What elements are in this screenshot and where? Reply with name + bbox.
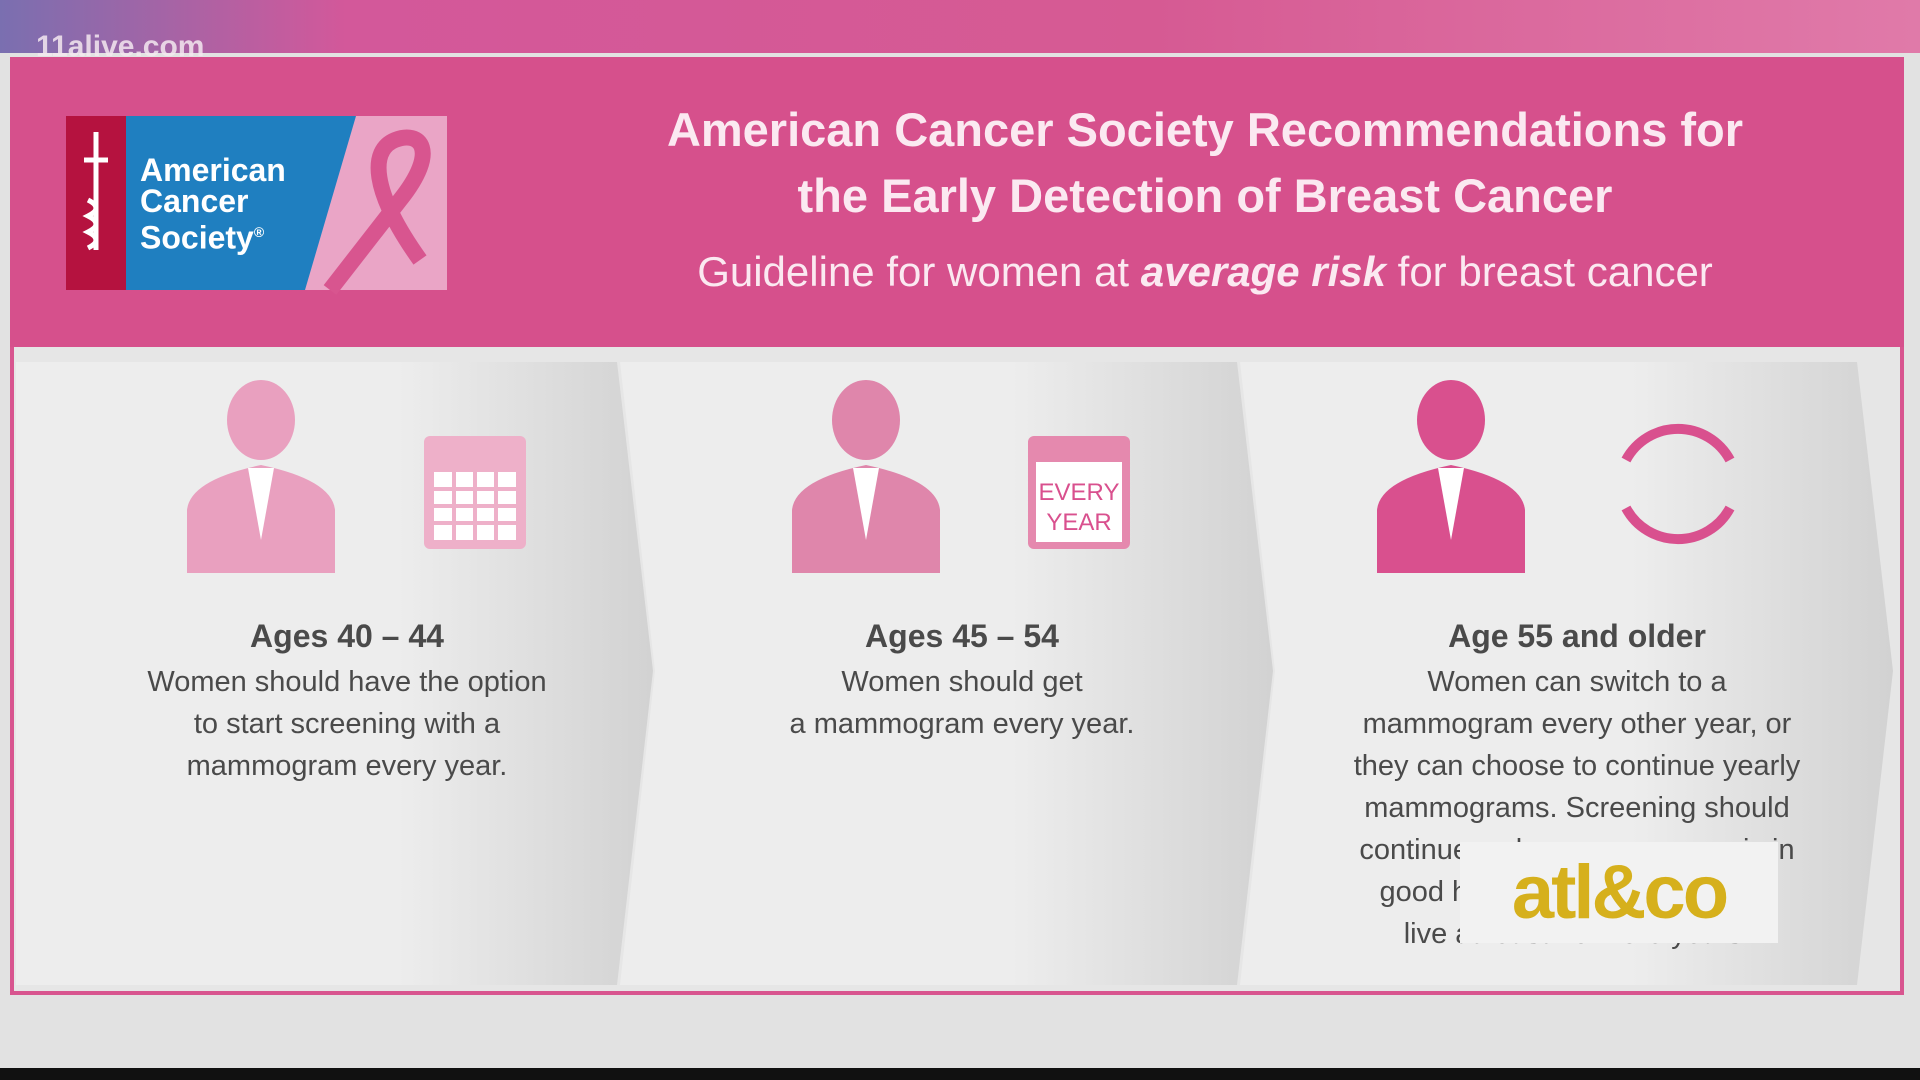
calendar-label: EVERY YEAR (1036, 478, 1122, 538)
calendar-label-line: YEAR (1046, 509, 1112, 536)
title-line: the Early Detection of Breast Cancer (797, 169, 1613, 222)
subtitle: Guideline for women at average risk for … (560, 248, 1850, 296)
logo-line: Society® (140, 217, 286, 254)
column-text: mammogram every year. (186, 750, 508, 782)
calendar-icon (1028, 436, 1130, 549)
column-heading: Age 55 and older (1448, 618, 1706, 654)
column-text: to start screening with a (193, 708, 501, 740)
logo-sword (82, 132, 108, 251)
column-heading: Ages 40 – 44 (250, 618, 444, 654)
column-text: they can choose to continue yearly (1353, 750, 1801, 782)
top-bar (0, 0, 1920, 53)
subtitle-emphasis: average risk (1140, 248, 1386, 295)
logo-line: Society (140, 219, 254, 256)
column-text: mammograms. Screening should (1364, 792, 1790, 824)
column-text: a mammogram every year. (789, 708, 1135, 740)
column-text: Women should have the option (147, 666, 547, 698)
bottom-strip (0, 1068, 1920, 1080)
column-text: mammogram every other year, or (1362, 708, 1792, 740)
cycle-icon (1621, 423, 1735, 545)
overlay-logo: atl&co (1460, 842, 1778, 943)
calendar-icon (424, 436, 526, 549)
subtitle-text: for breast cancer (1385, 248, 1713, 295)
person-icon (1377, 380, 1525, 573)
logo-line: American (140, 152, 286, 188)
calendar-label-line: EVERY (1038, 479, 1120, 506)
logo-text: American Cancer Society® (140, 152, 286, 254)
person-icon (792, 380, 940, 573)
subtitle-text: Guideline for women at (697, 248, 1141, 295)
title-line: American Cancer Society Recommendations … (666, 103, 1744, 156)
person-icon (187, 380, 335, 573)
logo-ribbon (323, 129, 431, 295)
column-heading: Ages 45 – 54 (865, 618, 1059, 654)
column-text: Women should get (841, 666, 1083, 698)
logo-mark: ® (253, 224, 265, 240)
column-text: Women can switch to a (1427, 666, 1727, 698)
logo-line: Cancer (140, 183, 249, 219)
